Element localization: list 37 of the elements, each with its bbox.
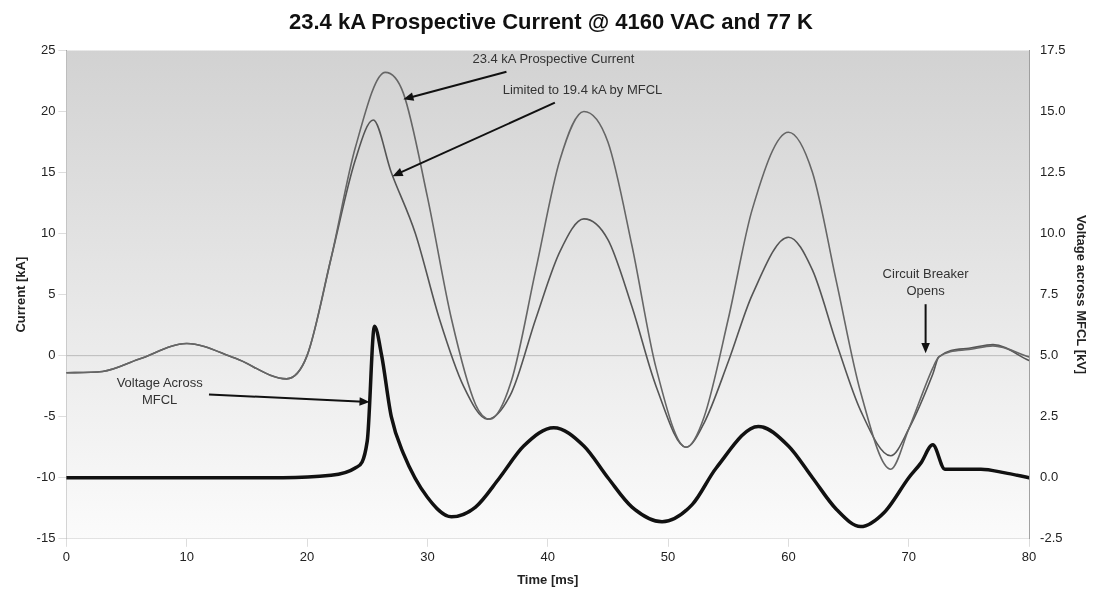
x-tick-label: 80: [1021, 549, 1037, 565]
annotation: 23.4 kA Prospective Current: [472, 50, 635, 66]
y-tick-label: 15: [40, 164, 56, 180]
line-series: [66, 324, 1030, 529]
line-series: [66, 71, 1030, 470]
x-tick-label: 10: [179, 549, 194, 565]
y-tick-label: 10: [40, 225, 56, 241]
y-tick-label: 20: [40, 103, 56, 119]
y2-tick-label: 17.5: [1040, 41, 1066, 57]
y-tick-label: 5: [48, 286, 56, 302]
annotation: Circuit Breaker Opens: [882, 266, 970, 299]
x-tick-label: 50: [660, 549, 676, 565]
x-tick-label: 0: [62, 549, 71, 565]
x-tick-label: 60: [781, 549, 796, 565]
y-tick-label: -15: [36, 530, 56, 546]
chart-title: 23.4 kA Prospective Current @ 4160 VAC and 77 K: [289, 9, 814, 35]
annotation: Limited to 19.4 kA by MFCL: [502, 81, 663, 97]
y-tick-label: 0: [48, 347, 56, 363]
annotation: Voltage Across MFCL: [116, 375, 204, 408]
x-tick-label: 70: [901, 549, 916, 565]
x-tick-label: 30: [420, 549, 435, 565]
y-tick-label: -5: [43, 408, 56, 424]
y-axis-title: Current [kA]: [13, 256, 29, 333]
x-tick-label: 40: [540, 549, 555, 565]
y2-tick-label: 0.0: [1040, 469, 1059, 485]
y2-tick-label: 10.0: [1040, 225, 1066, 241]
x-tick-label: 20: [299, 549, 315, 565]
y2-tick-label: 12.5: [1040, 164, 1066, 180]
y-tick-label: 25: [40, 41, 56, 57]
y2-tick-label: 15.0: [1040, 103, 1066, 119]
y2-tick-label: 5.0: [1040, 347, 1059, 363]
y2-axis-title: Voltage across MFCL [kV]: [1073, 215, 1089, 375]
y2-tick-label: 2.5: [1040, 408, 1059, 424]
y2-tick-label: 7.5: [1040, 286, 1059, 302]
y-tick-label: -10: [36, 469, 56, 485]
y2-tick-label: -2.5: [1040, 530, 1063, 546]
x-axis-title: Time [ms]: [517, 571, 579, 587]
